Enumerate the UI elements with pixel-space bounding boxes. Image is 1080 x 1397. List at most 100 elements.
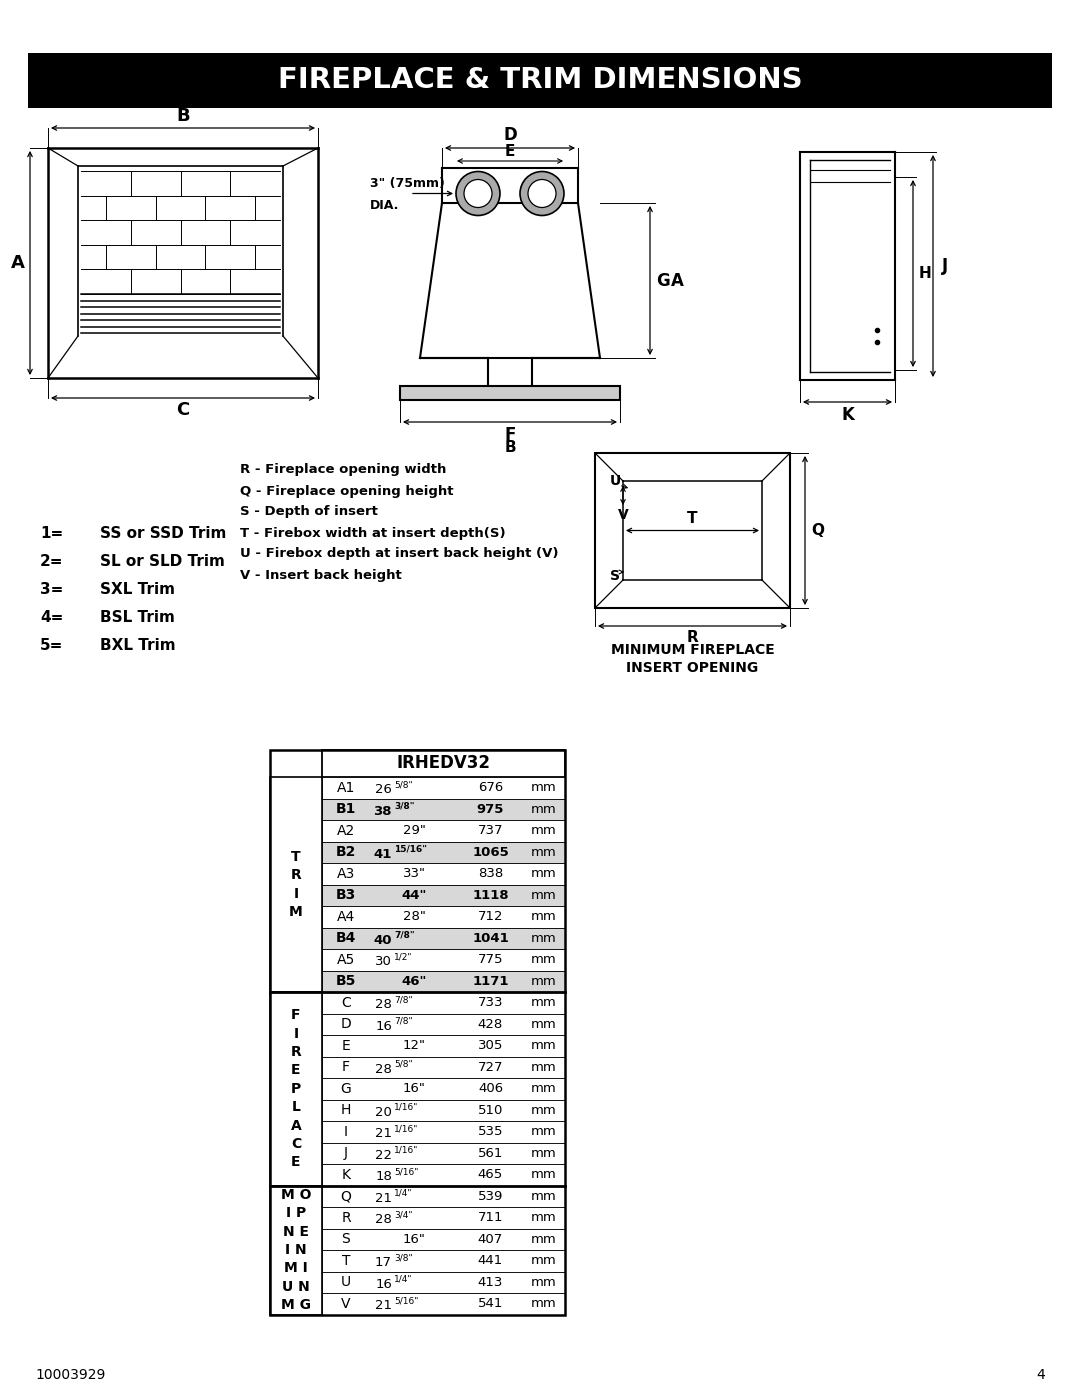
Text: 539: 539 bbox=[477, 1190, 503, 1203]
Text: B4: B4 bbox=[336, 932, 356, 946]
Text: G: G bbox=[657, 271, 670, 289]
Bar bbox=[322, 1056, 565, 1078]
Bar bbox=[322, 1035, 565, 1056]
Bar bbox=[322, 1164, 565, 1186]
Text: 1171: 1171 bbox=[472, 975, 509, 988]
Bar bbox=[270, 750, 565, 1315]
Text: V: V bbox=[341, 1296, 351, 1310]
Text: 1/4": 1/4" bbox=[394, 1189, 413, 1197]
Text: 510: 510 bbox=[477, 1104, 503, 1116]
Text: 712: 712 bbox=[477, 911, 503, 923]
Text: 775: 775 bbox=[477, 953, 503, 967]
Text: mm: mm bbox=[531, 1018, 557, 1031]
Text: Q: Q bbox=[340, 1189, 351, 1203]
Text: mm: mm bbox=[531, 1104, 557, 1116]
Text: mm: mm bbox=[531, 1039, 557, 1052]
Text: V - Insert back height: V - Insert back height bbox=[240, 569, 402, 581]
Text: 28": 28" bbox=[403, 911, 426, 923]
Bar bbox=[322, 863, 565, 884]
Text: 16: 16 bbox=[375, 1020, 392, 1032]
Text: 41: 41 bbox=[374, 848, 392, 861]
Bar bbox=[322, 1186, 565, 1207]
Text: 676: 676 bbox=[477, 781, 503, 795]
Text: 46": 46" bbox=[402, 975, 427, 988]
Text: 1=: 1= bbox=[40, 525, 64, 541]
Text: R - Fireplace opening width: R - Fireplace opening width bbox=[240, 464, 446, 476]
Text: 30: 30 bbox=[375, 956, 392, 968]
Text: 428: 428 bbox=[477, 1018, 503, 1031]
Circle shape bbox=[456, 172, 500, 215]
Text: mm: mm bbox=[531, 1275, 557, 1289]
Circle shape bbox=[464, 179, 492, 208]
Text: B2: B2 bbox=[336, 845, 356, 859]
Text: mm: mm bbox=[531, 1211, 557, 1224]
Bar bbox=[322, 1228, 565, 1250]
Bar bbox=[270, 992, 322, 1186]
Text: 21: 21 bbox=[375, 1127, 392, 1140]
Text: mm: mm bbox=[531, 1147, 557, 1160]
Text: 975: 975 bbox=[476, 803, 504, 816]
Text: 4=: 4= bbox=[40, 609, 64, 624]
Text: SS or SSD Trim: SS or SSD Trim bbox=[100, 525, 227, 541]
Text: T: T bbox=[687, 511, 698, 527]
Text: U: U bbox=[341, 1275, 351, 1289]
Text: 3/4": 3/4" bbox=[394, 1210, 413, 1220]
Text: FIREPLACE & TRIM DIMENSIONS: FIREPLACE & TRIM DIMENSIONS bbox=[278, 66, 802, 94]
Text: B3: B3 bbox=[336, 888, 356, 902]
Bar bbox=[322, 1120, 565, 1143]
Text: U: U bbox=[609, 474, 621, 488]
Circle shape bbox=[528, 179, 556, 208]
Text: MINIMUM FIREPLACE: MINIMUM FIREPLACE bbox=[610, 643, 774, 657]
Bar bbox=[322, 1078, 565, 1099]
Text: 441: 441 bbox=[477, 1255, 503, 1267]
Text: 26: 26 bbox=[375, 784, 392, 796]
Text: G: G bbox=[340, 1081, 351, 1095]
Bar bbox=[322, 1207, 565, 1228]
Text: 711: 711 bbox=[477, 1211, 503, 1224]
Text: 305: 305 bbox=[477, 1039, 503, 1052]
Text: I: I bbox=[345, 1125, 348, 1139]
Text: D: D bbox=[340, 1017, 351, 1031]
Text: mm: mm bbox=[531, 1168, 557, 1182]
Text: A2: A2 bbox=[337, 824, 355, 838]
Text: 10003929: 10003929 bbox=[35, 1368, 106, 1382]
Bar bbox=[595, 453, 789, 608]
Text: B5: B5 bbox=[336, 974, 356, 988]
Text: 2=: 2= bbox=[40, 553, 64, 569]
Text: 16: 16 bbox=[375, 1278, 392, 1291]
Text: T
R
I
M: T R I M bbox=[289, 849, 302, 919]
Text: 3=: 3= bbox=[40, 581, 64, 597]
Text: 5/8": 5/8" bbox=[394, 1060, 413, 1069]
Text: 7/8": 7/8" bbox=[394, 1017, 413, 1025]
Text: E: E bbox=[504, 144, 515, 158]
Text: 18: 18 bbox=[375, 1171, 392, 1183]
Text: C: C bbox=[176, 401, 190, 419]
Text: 28: 28 bbox=[375, 999, 392, 1011]
Text: 20: 20 bbox=[375, 1106, 392, 1119]
Text: 838: 838 bbox=[477, 868, 503, 880]
Text: mm: mm bbox=[531, 953, 557, 967]
Text: 1/16": 1/16" bbox=[394, 1125, 418, 1133]
Text: 29": 29" bbox=[403, 824, 426, 837]
Text: U - Firebox depth at insert back height (V): U - Firebox depth at insert back height … bbox=[240, 548, 558, 560]
Text: 1041: 1041 bbox=[472, 932, 509, 944]
Circle shape bbox=[519, 172, 564, 215]
Text: E: E bbox=[341, 1039, 350, 1053]
Bar bbox=[322, 992, 565, 1013]
Text: 4: 4 bbox=[1036, 1368, 1045, 1382]
Text: 1/4": 1/4" bbox=[394, 1274, 413, 1284]
Text: 40: 40 bbox=[374, 933, 392, 947]
Text: Q: Q bbox=[811, 522, 824, 538]
Text: A3: A3 bbox=[337, 866, 355, 880]
Bar bbox=[322, 1250, 565, 1271]
Text: 727: 727 bbox=[477, 1060, 503, 1074]
Text: 733: 733 bbox=[477, 996, 503, 1009]
Text: 541: 541 bbox=[477, 1298, 503, 1310]
Text: 1/2": 1/2" bbox=[394, 953, 413, 961]
Bar bbox=[270, 777, 322, 992]
Text: mm: mm bbox=[531, 781, 557, 795]
Text: 465: 465 bbox=[477, 1168, 503, 1182]
Text: 7/8": 7/8" bbox=[394, 995, 413, 1004]
Bar bbox=[270, 1186, 322, 1315]
Text: mm: mm bbox=[531, 1060, 557, 1074]
